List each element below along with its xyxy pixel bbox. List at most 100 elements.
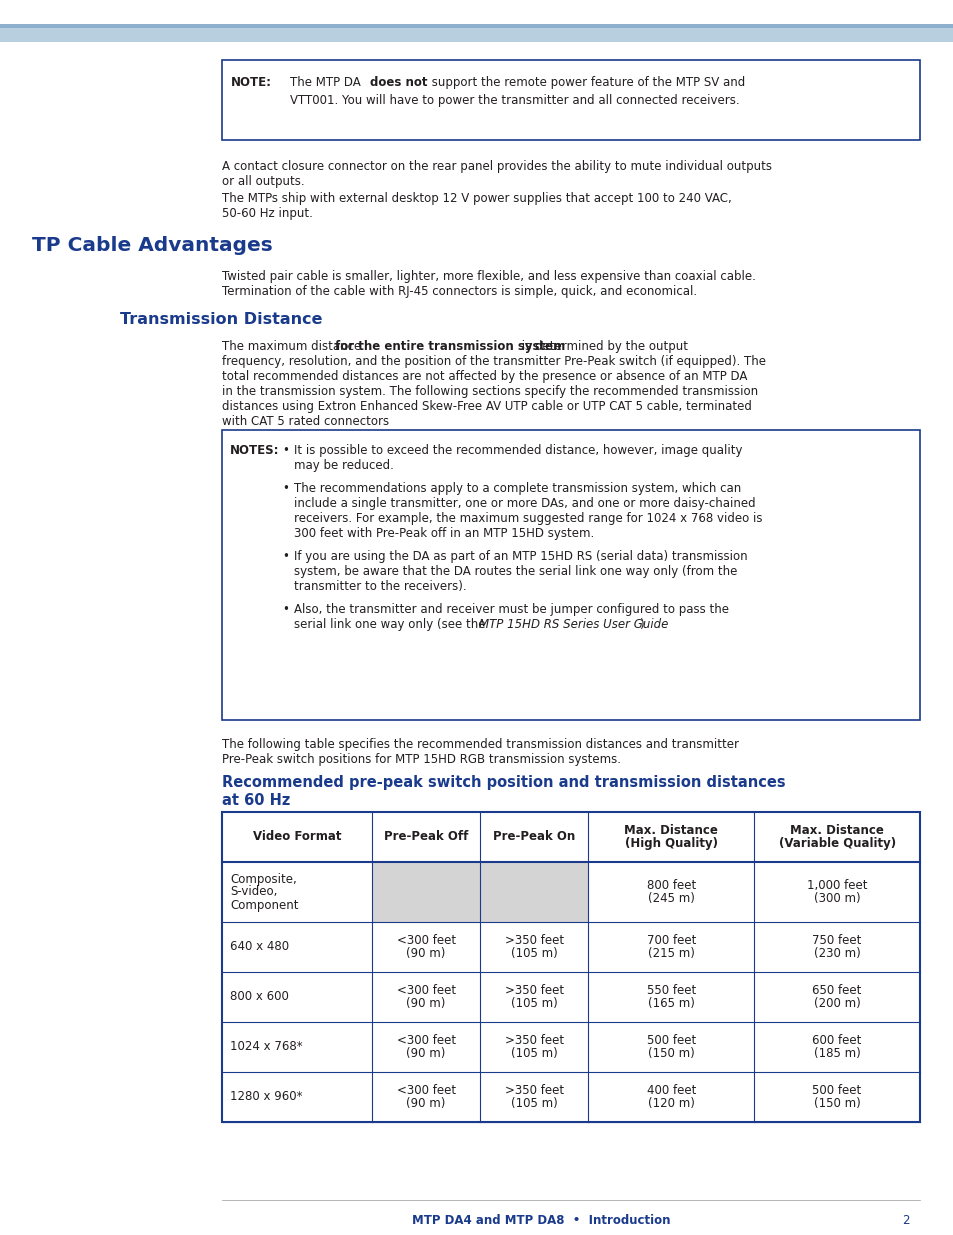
Text: Max. Distance: Max. Distance <box>789 824 883 837</box>
Text: >350 feet: >350 feet <box>504 984 563 997</box>
Text: with CAT 5 rated connectors: with CAT 5 rated connectors <box>222 415 389 429</box>
Text: Twisted pair cable is smaller, lighter, more flexible, and less expensive than c: Twisted pair cable is smaller, lighter, … <box>222 270 755 283</box>
Text: •: • <box>282 550 289 563</box>
Text: NOTES:: NOTES: <box>230 445 279 457</box>
Text: If you are using the DA as part of an MTP 15HD RS (serial data) transmission: If you are using the DA as part of an MT… <box>294 550 747 563</box>
Bar <box>0 28 953 42</box>
Text: 300 feet with Pre-Peak off in an MTP 15HD system.: 300 feet with Pre-Peak off in an MTP 15H… <box>294 527 594 540</box>
Text: (150 m): (150 m) <box>813 1097 860 1110</box>
Text: The maximum distance: The maximum distance <box>222 340 365 353</box>
Text: Termination of the cable with RJ-45 connectors is simple, quick, and economical.: Termination of the cable with RJ-45 conn… <box>222 285 697 298</box>
Text: at 60 Hz: at 60 Hz <box>222 793 290 808</box>
Text: NOTE:: NOTE: <box>231 77 272 89</box>
Text: (90 m): (90 m) <box>406 1097 445 1110</box>
Text: VTT001. You will have to power the transmitter and all connected receivers.: VTT001. You will have to power the trans… <box>290 94 739 107</box>
Text: receivers. For example, the maximum suggested range for 1024 x 768 video is: receivers. For example, the maximum sugg… <box>294 513 761 525</box>
Text: (90 m): (90 m) <box>406 997 445 1010</box>
Text: The following table specifies the recommended transmission distances and transmi: The following table specifies the recomm… <box>222 739 739 751</box>
Text: 50-60 Hz input.: 50-60 Hz input. <box>222 207 313 220</box>
Text: Transmission Distance: Transmission Distance <box>120 312 322 327</box>
Text: (185 m): (185 m) <box>813 1047 860 1060</box>
Text: 750 feet: 750 feet <box>812 934 861 947</box>
Text: •: • <box>282 482 289 495</box>
Text: include a single transmitter, one or more DAs, and one or more daisy-chained: include a single transmitter, one or mor… <box>294 496 755 510</box>
Text: (215 m): (215 m) <box>647 947 694 960</box>
Text: <300 feet: <300 feet <box>396 984 456 997</box>
Text: Max. Distance: Max. Distance <box>624 824 718 837</box>
Text: Pre-Peak On: Pre-Peak On <box>493 830 575 844</box>
Bar <box>222 430 919 720</box>
Text: (90 m): (90 m) <box>406 1047 445 1060</box>
Text: 800 x 600: 800 x 600 <box>230 990 289 1004</box>
Text: <300 feet: <300 feet <box>396 1034 456 1047</box>
Text: in the transmission system. The following sections specify the recommended trans: in the transmission system. The followin… <box>222 385 758 398</box>
Text: The MTPs ship with external desktop 12 V power supplies that accept 100 to 240 V: The MTPs ship with external desktop 12 V… <box>222 191 731 205</box>
Text: for the entire transmission system: for the entire transmission system <box>335 340 565 353</box>
Text: may be reduced.: may be reduced. <box>294 459 394 472</box>
Text: system, be aware that the DA routes the serial link one way only (from the: system, be aware that the DA routes the … <box>294 564 737 578</box>
Bar <box>0 23 953 28</box>
Text: TP Cable Advantages: TP Cable Advantages <box>32 236 273 254</box>
Text: The MTP DA: The MTP DA <box>290 77 364 89</box>
Text: <300 feet: <300 feet <box>396 1084 456 1097</box>
Text: •: • <box>282 603 289 616</box>
Text: frequency, resolution, and the position of the transmitter Pre-Peak switch (if e: frequency, resolution, and the position … <box>222 354 765 368</box>
Text: MTP 15HD RS Series User Guide: MTP 15HD RS Series User Guide <box>478 618 668 631</box>
Text: >350 feet: >350 feet <box>504 1084 563 1097</box>
Text: serial link one way only (see the: serial link one way only (see the <box>294 618 489 631</box>
Text: (120 m): (120 m) <box>647 1097 694 1110</box>
Text: <300 feet: <300 feet <box>396 934 456 947</box>
Text: (150 m): (150 m) <box>647 1047 694 1060</box>
Text: 700 feet: 700 feet <box>646 934 696 947</box>
Text: 1280 x 960*: 1280 x 960* <box>230 1091 302 1104</box>
Text: ).: ). <box>639 618 647 631</box>
Text: It is possible to exceed the recommended distance, however, image quality: It is possible to exceed the recommended… <box>294 445 741 457</box>
Text: 640 x 480: 640 x 480 <box>230 941 289 953</box>
Text: distances using Extron Enhanced Skew-Free AV UTP cable or UTP CAT 5 cable, termi: distances using Extron Enhanced Skew-Fre… <box>222 400 751 412</box>
Text: 2: 2 <box>902 1214 909 1226</box>
Text: (105 m): (105 m) <box>511 997 558 1010</box>
Text: 500 feet: 500 feet <box>812 1084 861 1097</box>
Text: S-video,: S-video, <box>230 885 277 899</box>
Text: Video Format: Video Format <box>253 830 341 844</box>
Text: (300 m): (300 m) <box>813 892 860 905</box>
Text: Pre-Peak switch positions for MTP 15HD RGB transmission systems.: Pre-Peak switch positions for MTP 15HD R… <box>222 753 620 766</box>
Text: MTP DA4 and MTP DA8  •  Introduction: MTP DA4 and MTP DA8 • Introduction <box>412 1214 670 1226</box>
Text: Component: Component <box>230 899 298 911</box>
Text: (245 m): (245 m) <box>647 892 694 905</box>
Text: (200 m): (200 m) <box>813 997 860 1010</box>
Text: 600 feet: 600 feet <box>812 1034 861 1047</box>
Text: The recommendations apply to a complete transmission system, which can: The recommendations apply to a complete … <box>294 482 740 495</box>
Text: support the remote power feature of the MTP SV and: support the remote power feature of the … <box>428 77 744 89</box>
Text: (105 m): (105 m) <box>511 1097 558 1110</box>
Text: (Variable Quality): (Variable Quality) <box>778 837 895 850</box>
Text: A contact closure connector on the rear panel provides the ability to mute indiv: A contact closure connector on the rear … <box>222 161 771 173</box>
Text: (105 m): (105 m) <box>511 1047 558 1060</box>
Text: (High Quality): (High Quality) <box>624 837 717 850</box>
Text: •: • <box>282 445 289 457</box>
Text: Composite,: Composite, <box>230 872 296 885</box>
Text: or all outputs.: or all outputs. <box>222 175 304 188</box>
Text: Pre-Peak Off: Pre-Peak Off <box>383 830 468 844</box>
Text: 500 feet: 500 feet <box>646 1034 696 1047</box>
Text: 400 feet: 400 feet <box>646 1084 696 1097</box>
Text: (105 m): (105 m) <box>511 947 558 960</box>
Text: does not: does not <box>370 77 427 89</box>
Text: is determined by the output: is determined by the output <box>517 340 687 353</box>
Text: >350 feet: >350 feet <box>504 934 563 947</box>
Bar <box>222 811 919 1123</box>
Text: total recommended distances are not affected by the presence or absence of an MT: total recommended distances are not affe… <box>222 370 746 383</box>
Text: Also, the transmitter and receiver must be jumper configured to pass the: Also, the transmitter and receiver must … <box>294 603 728 616</box>
Text: 1,000 feet: 1,000 feet <box>806 879 866 892</box>
Text: transmitter to the receivers).: transmitter to the receivers). <box>294 580 466 593</box>
Text: 800 feet: 800 feet <box>646 879 696 892</box>
Text: (165 m): (165 m) <box>647 997 694 1010</box>
Text: (90 m): (90 m) <box>406 947 445 960</box>
Text: 550 feet: 550 feet <box>646 984 696 997</box>
Text: 650 feet: 650 feet <box>812 984 861 997</box>
Bar <box>372 862 588 923</box>
Text: 1024 x 768*: 1024 x 768* <box>230 1041 302 1053</box>
Text: >350 feet: >350 feet <box>504 1034 563 1047</box>
Text: Recommended pre-peak switch position and transmission distances: Recommended pre-peak switch position and… <box>222 776 785 790</box>
Bar <box>222 61 919 140</box>
